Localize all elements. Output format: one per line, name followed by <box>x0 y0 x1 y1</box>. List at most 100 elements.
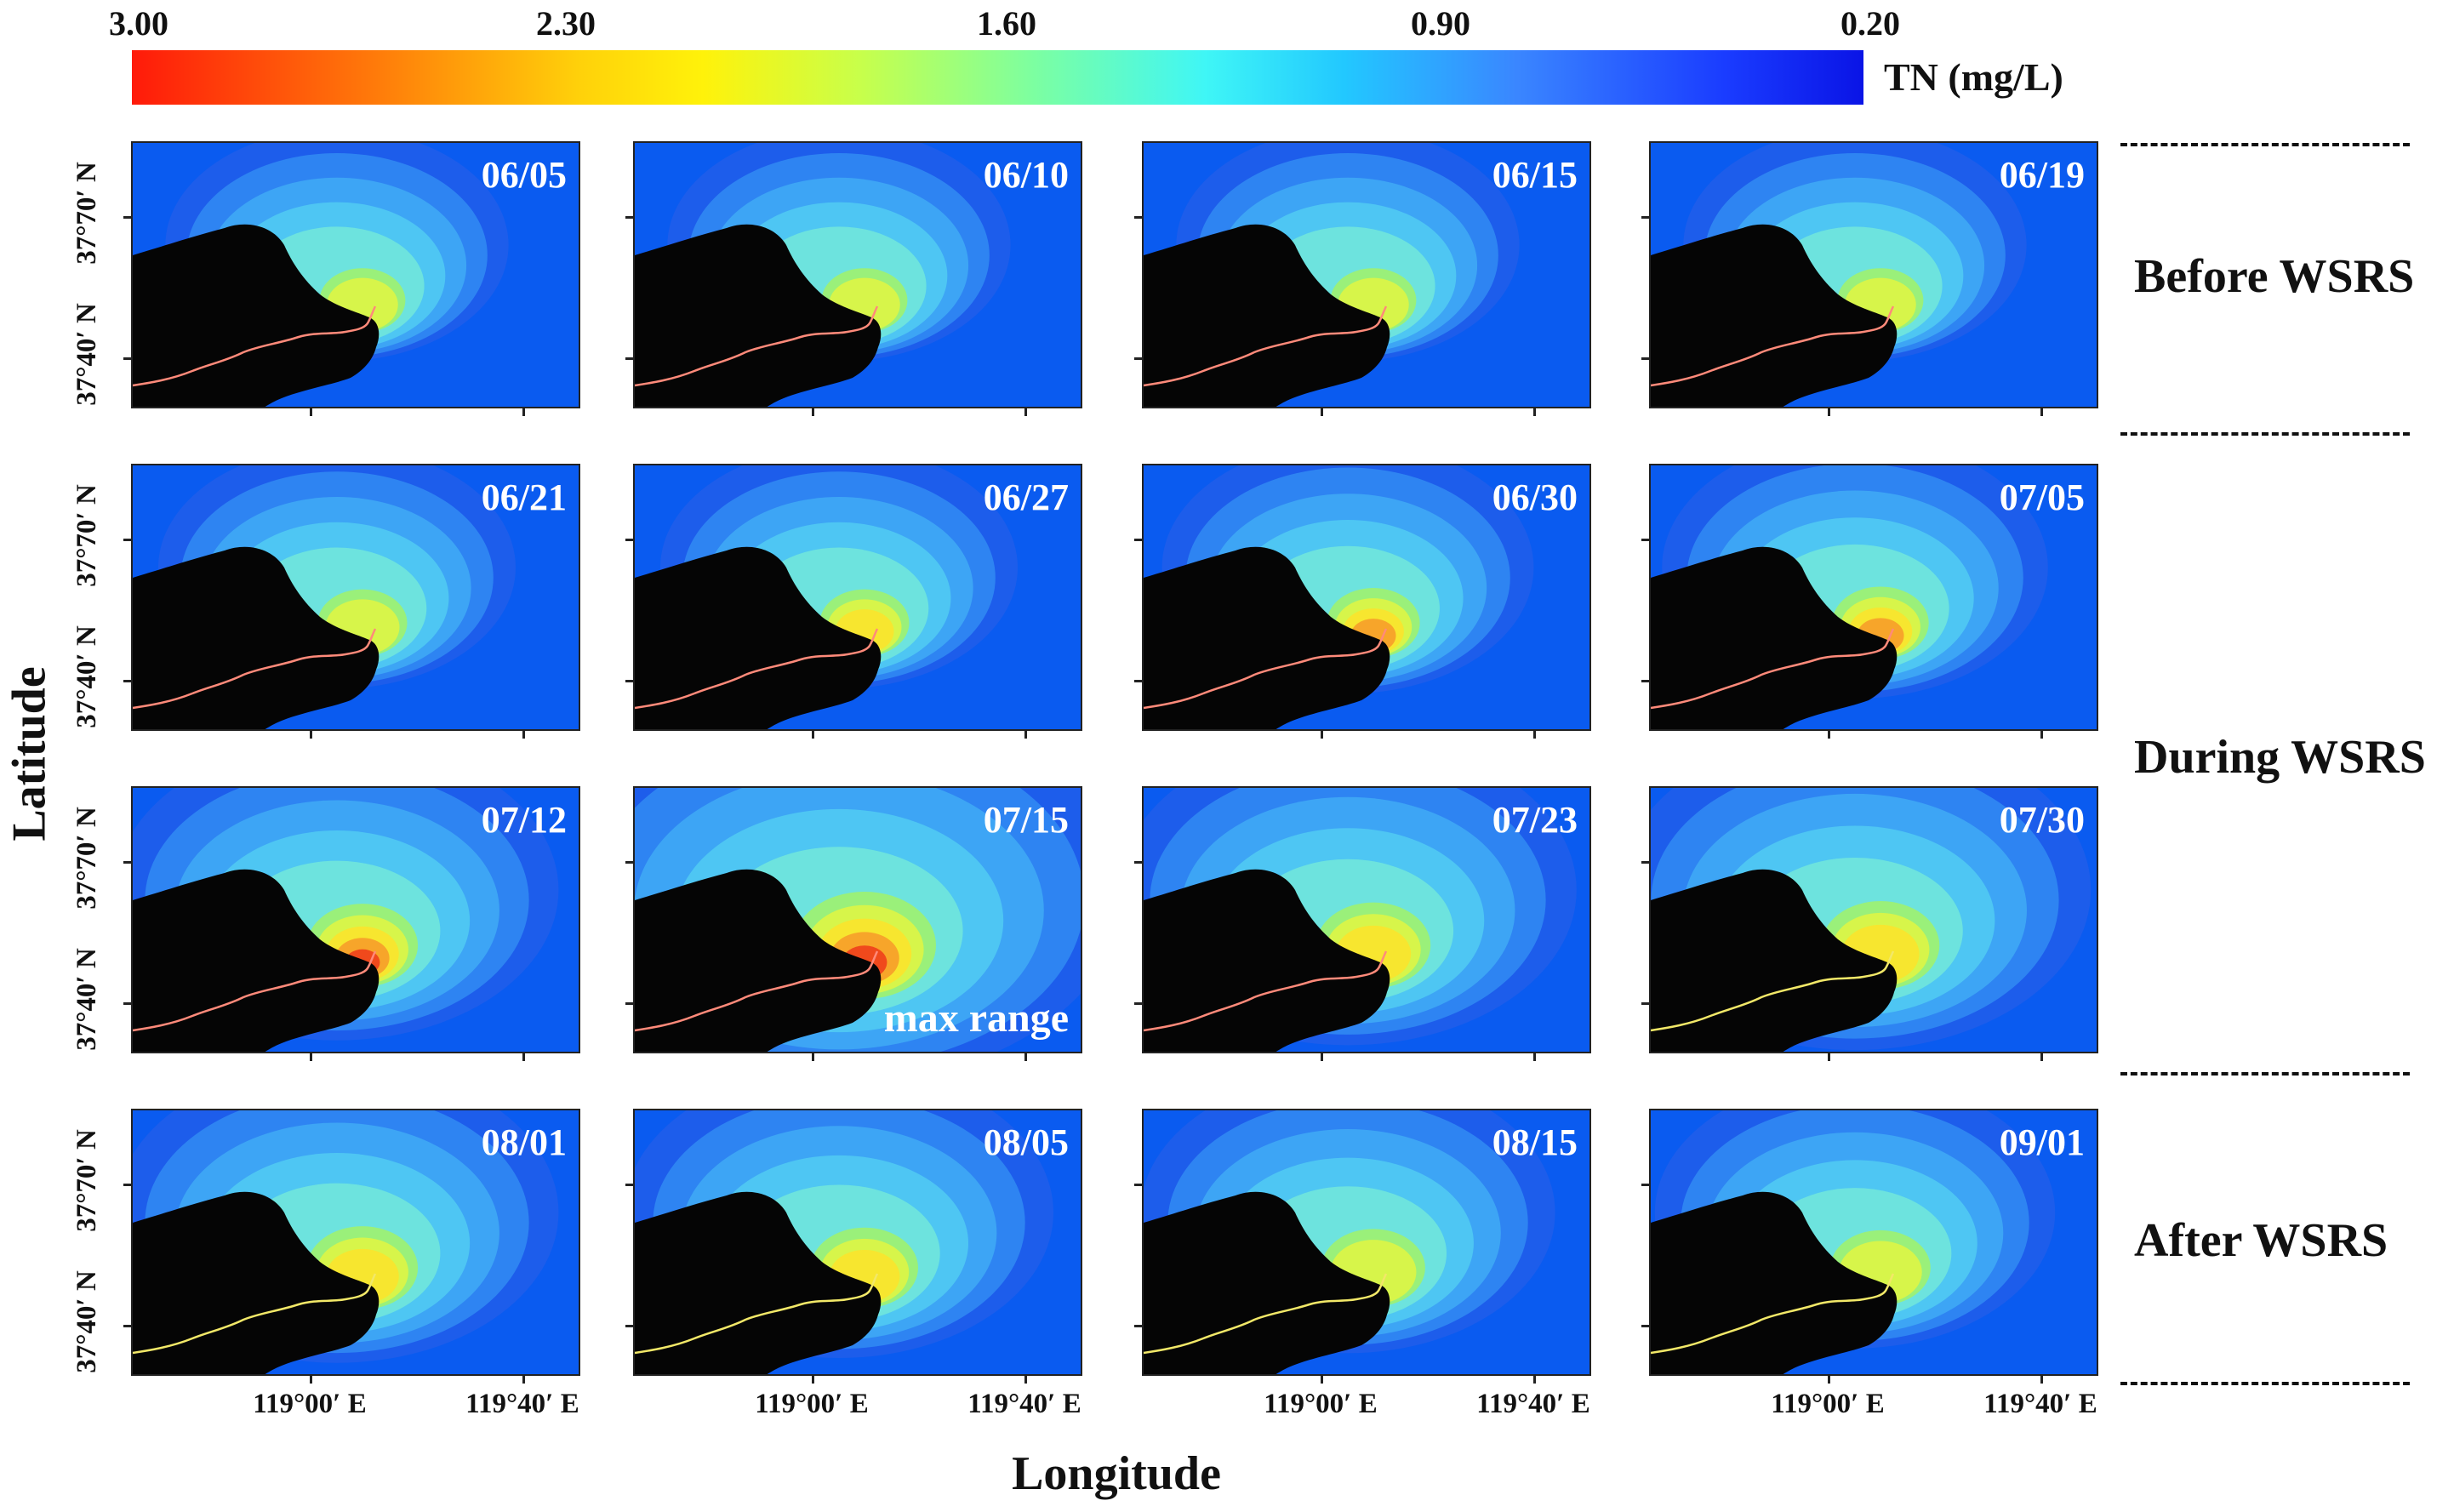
y-tick-mark <box>1134 539 1142 541</box>
x-tick-mark <box>812 1053 814 1061</box>
x-tick-label: 119°00′ E <box>253 1389 367 1419</box>
x-tick-mark <box>1533 408 1536 416</box>
x-tick-mark <box>1828 408 1830 416</box>
tn-concentration-map <box>133 465 579 729</box>
y-tick-label: 37°70′ N <box>71 1129 102 1232</box>
land-mass <box>1651 1191 1898 1374</box>
panel-date-label: 07/05 <box>1999 476 2085 518</box>
tn-concentration-map <box>133 143 579 407</box>
y-tick-label: 37°70′ N <box>71 807 102 910</box>
x-tick-mark <box>1024 408 1027 416</box>
tn-concentration-map <box>1144 788 1589 1052</box>
y-tick-label: 37°70′ N <box>71 484 102 587</box>
phase-separator <box>2120 1072 2410 1076</box>
x-tick-mark <box>1828 1376 1830 1384</box>
phase-separator <box>2120 432 2410 436</box>
x-tick-label: 119°00′ E <box>1264 1389 1378 1419</box>
land-mass <box>635 224 882 407</box>
colorbar-unit-label: TN (mg/L) <box>1884 55 2063 99</box>
tn-concentration-map <box>635 143 1081 407</box>
panel-date-label: 06/10 <box>983 154 1069 196</box>
x-tick-mark <box>522 1053 525 1061</box>
panel-date-label: 07/23 <box>1492 799 1578 841</box>
colorbar-tick-label: 0.20 <box>1840 4 1900 43</box>
y-tick-mark <box>123 1002 131 1005</box>
phase-label-after: After WSRS <box>2134 1214 2388 1267</box>
y-tick-mark <box>1134 680 1142 682</box>
yellow-river-channel <box>1651 1273 1895 1355</box>
panel-date-label: 07/30 <box>1999 799 2085 841</box>
yellow-river-channel <box>133 305 377 387</box>
y-tick-mark <box>123 861 131 864</box>
x-tick-mark <box>1024 1053 1027 1061</box>
x-tick-mark <box>522 731 525 739</box>
y-tick-mark <box>1134 1002 1142 1005</box>
tn-concentration-map <box>635 465 1081 729</box>
y-tick-mark <box>1641 1002 1649 1005</box>
panel-date-label: 06/05 <box>481 154 567 196</box>
yellow-river-channel <box>635 950 879 1032</box>
panel-date-label: 06/21 <box>481 476 567 518</box>
x-tick-label: 119°40′ E <box>1476 1389 1590 1419</box>
panel-date-label: 07/15 <box>983 799 1069 841</box>
yellow-river-channel <box>1144 1273 1388 1355</box>
y-tick-label: 37°40′ N <box>71 303 102 406</box>
map-panel: 09/01 <box>1649 1109 2098 1376</box>
y-tick-mark <box>1641 861 1649 864</box>
land-mass <box>635 1191 882 1374</box>
x-tick-label: 119°00′ E <box>1771 1389 1885 1419</box>
y-tick-mark <box>123 539 131 541</box>
y-tick-mark <box>625 680 633 682</box>
x-tick-mark <box>1321 1376 1323 1384</box>
x-tick-mark <box>1024 731 1027 739</box>
tn-concentration-map <box>1144 465 1589 729</box>
land-mass <box>133 1191 380 1374</box>
x-tick-label: 119°40′ E <box>1983 1389 2097 1419</box>
land-mass <box>635 546 882 729</box>
x-tick-mark <box>1828 731 1830 739</box>
y-tick-mark <box>1134 861 1142 864</box>
phase-label-during: During WSRS <box>2134 731 2426 784</box>
panel-date-label: 06/15 <box>1492 154 1578 196</box>
land-mass <box>1144 1191 1390 1374</box>
map-panel: 08/05 <box>633 1109 1082 1376</box>
colorbar-tick-label: 2.30 <box>536 4 596 43</box>
map-panel: 07/30 <box>1649 786 2098 1053</box>
yellow-river-channel <box>1144 305 1388 387</box>
y-tick-mark <box>625 1325 633 1327</box>
tn-concentration-map <box>1651 465 2097 729</box>
panel-date-label: 06/30 <box>1492 476 1578 518</box>
x-tick-mark <box>1321 1053 1323 1061</box>
panel-date-label: 06/19 <box>1999 154 2085 196</box>
colorbar-tick-label: 0.90 <box>1411 4 1470 43</box>
tn-concentration-map <box>1144 143 1589 407</box>
land-mass <box>1144 224 1390 407</box>
x-tick-label: 119°40′ E <box>465 1389 579 1419</box>
y-tick-mark <box>1641 539 1649 541</box>
land-mass <box>133 869 380 1052</box>
land-mass <box>1144 869 1390 1052</box>
tn-concentration-map <box>635 788 1081 1052</box>
y-tick-mark <box>123 357 131 360</box>
land-mass <box>1144 546 1390 729</box>
x-tick-mark <box>1321 731 1323 739</box>
y-tick-mark <box>123 680 131 682</box>
yellow-river-channel <box>635 1273 879 1355</box>
tn-concentration-map <box>1651 1110 2097 1374</box>
x-tick-mark <box>2040 408 2043 416</box>
map-panel: 07/23 <box>1142 786 1591 1053</box>
y-tick-mark <box>123 1325 131 1327</box>
x-tick-mark <box>1321 408 1323 416</box>
y-tick-mark <box>1134 1325 1142 1327</box>
map-panel: 07/05 <box>1649 464 2098 731</box>
yellow-river-channel <box>1651 628 1895 710</box>
map-panel: 06/21 <box>131 464 580 731</box>
land-mass <box>1651 546 1898 729</box>
yellow-river-channel <box>133 950 377 1032</box>
y-tick-label: 37°70′ N <box>71 162 102 265</box>
y-tick-mark <box>1641 357 1649 360</box>
land-mass <box>133 224 380 407</box>
x-tick-mark <box>310 1053 312 1061</box>
colorbar-tick-label: 1.60 <box>977 4 1036 43</box>
x-tick-mark <box>2040 731 2043 739</box>
